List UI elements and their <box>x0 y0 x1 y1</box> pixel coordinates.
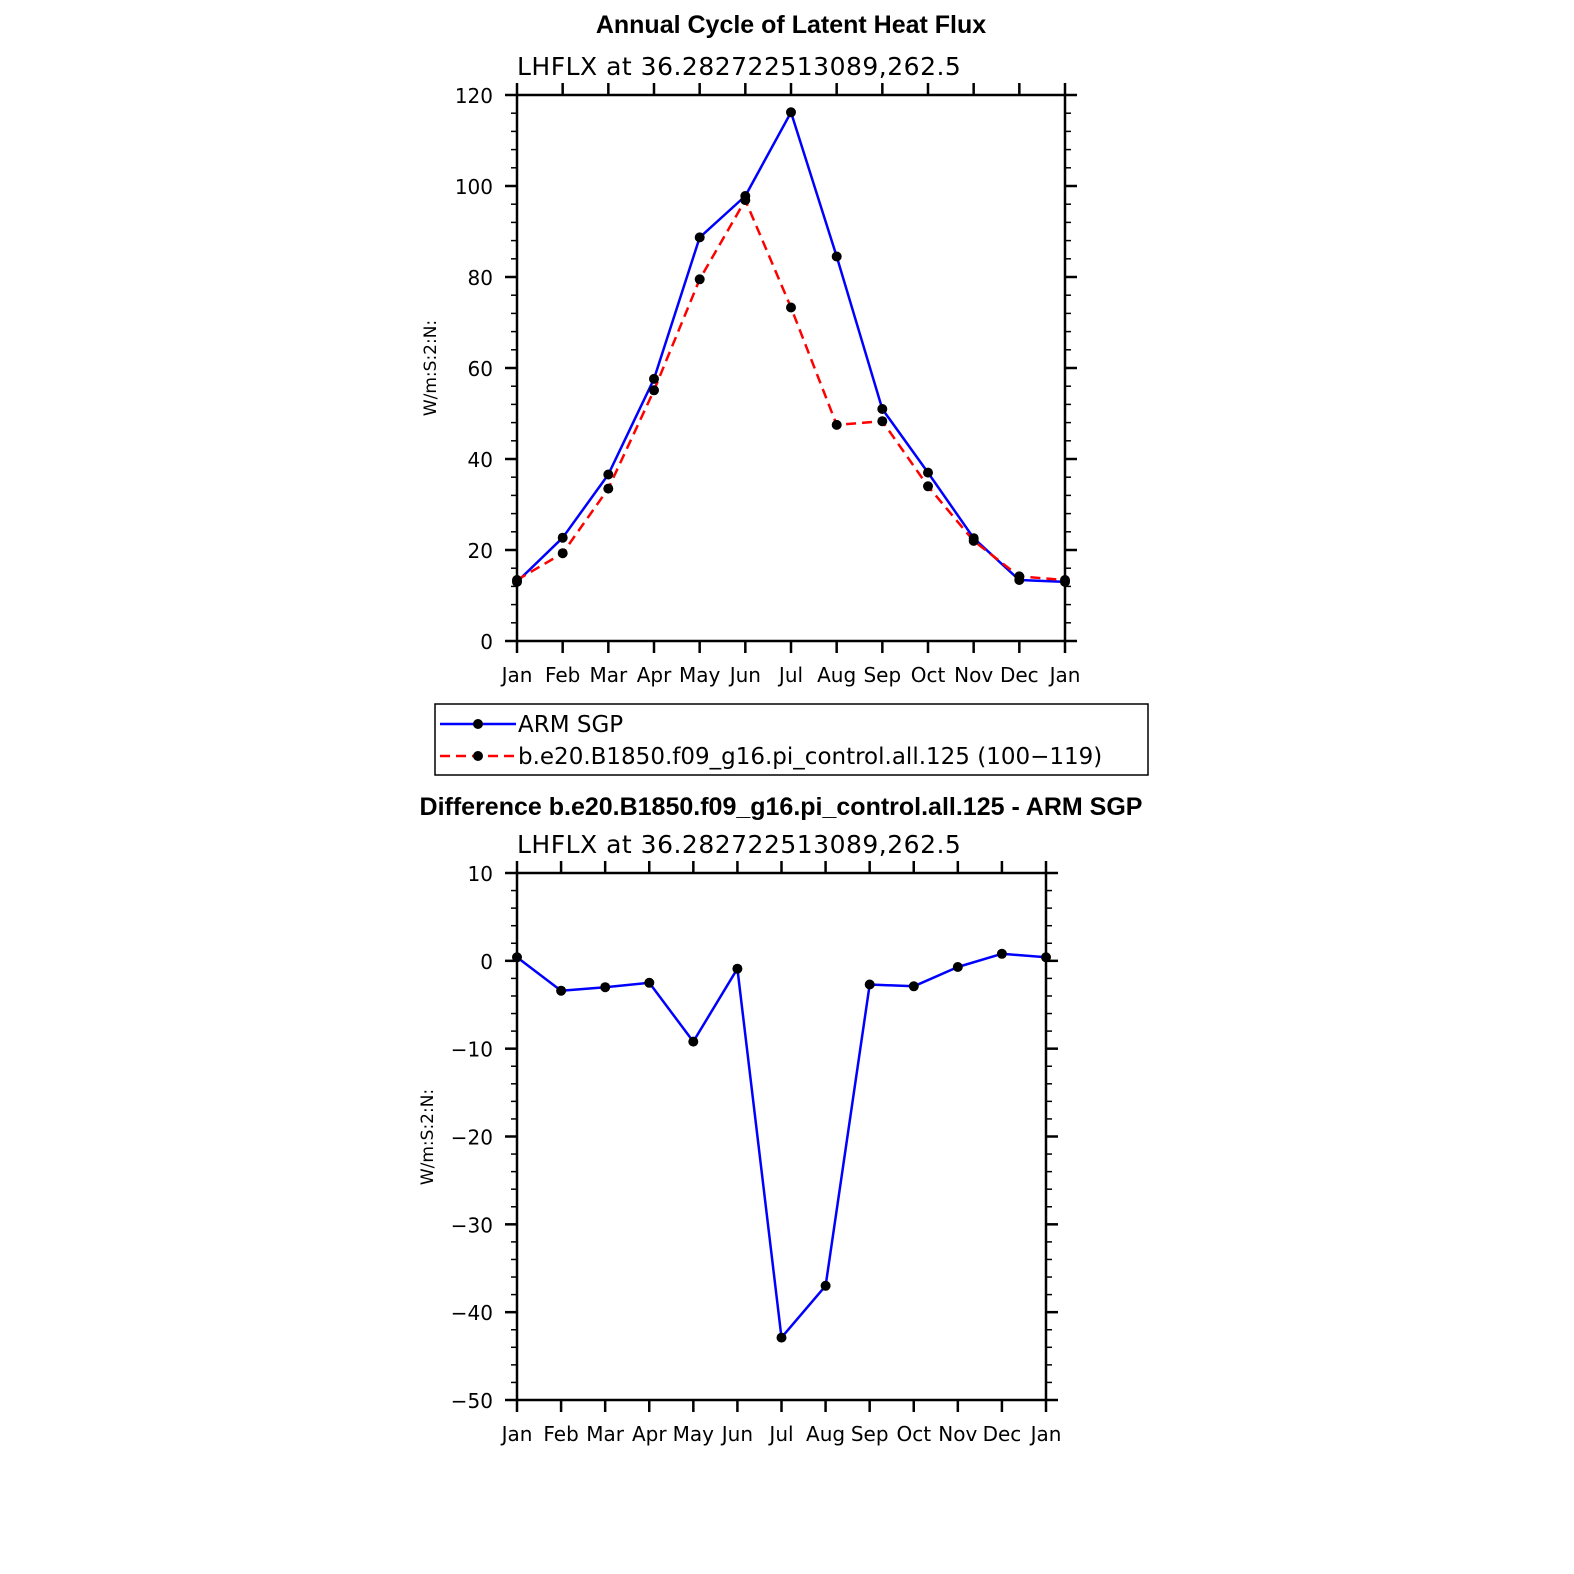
x-tick-label: Sep <box>863 663 901 687</box>
x-tick-label: Jan <box>500 1422 533 1446</box>
data-point <box>644 977 655 988</box>
data-point <box>557 532 568 543</box>
y-tick-label: 60 <box>468 357 493 381</box>
data-point <box>694 232 705 243</box>
data-point <box>512 575 522 585</box>
data-point <box>600 982 611 993</box>
data-point <box>923 467 933 478</box>
difference-chart: Difference b.e20.B1850.f09_g16.pi_contro… <box>418 793 1142 1446</box>
data-point <box>820 1280 831 1291</box>
x-tick-label: Aug <box>817 663 856 687</box>
y-tick-label: 0 <box>480 950 493 974</box>
y-axis-label: W/m:S:2:N: <box>421 320 441 416</box>
x-tick-label: Jan <box>1048 663 1081 687</box>
legend-marker-arm-sgp <box>473 719 483 729</box>
x-tick-label: Apr <box>632 1422 667 1446</box>
y-tick-label: −40 <box>451 1301 493 1325</box>
y-axis-label: W/m:S:2:N: <box>418 1089 438 1185</box>
axis-ticks: Jan Feb Mar Apr May Jun Jul Aug Sep Oct Nov Dec Jan−… <box>451 861 1062 1446</box>
data-point <box>877 416 888 427</box>
x-tick-label: Feb <box>545 663 580 687</box>
x-tick-label: Nov <box>954 663 993 687</box>
x-tick-label: May <box>679 663 721 687</box>
data-point <box>740 195 751 206</box>
chart-title: Annual Cycle of Latent Heat Flux <box>596 11 986 39</box>
x-tick-label: Mar <box>586 1422 625 1446</box>
x-tick-label: May <box>673 1422 715 1446</box>
y-tick-label: 80 <box>468 266 493 290</box>
legend: ARM SGP b.e20.B1850.f09_g16.pi_control.a… <box>434 703 1149 776</box>
chart-subtitle: LHFLX at 36.282722513089,262.5 <box>517 52 961 81</box>
y-tick-label: −50 <box>451 1389 493 1413</box>
y-tick-label: −20 <box>451 1126 493 1150</box>
x-tick-label: Dec <box>1000 663 1039 687</box>
data-point <box>786 302 796 313</box>
y-tick-label: −30 <box>451 1213 493 1237</box>
x-tick-label: Aug <box>806 1422 845 1446</box>
x-tick-label: Jul <box>767 1422 793 1446</box>
chart-subtitle: LHFLX at 36.282722513089,262.5 <box>517 830 961 859</box>
x-tick-label: Sep <box>851 1422 889 1446</box>
data-point <box>877 404 888 414</box>
series-layer <box>512 948 1051 1343</box>
x-tick-label: Nov <box>938 1422 977 1446</box>
y-tick-label: 100 <box>455 175 493 199</box>
x-tick-label: Dec <box>983 1422 1022 1446</box>
data-point <box>694 274 705 285</box>
legend-entry-arm-sgp: ARM SGP <box>440 712 623 738</box>
y-tick-label: 10 <box>468 862 493 886</box>
legend-label-model: b.e20.B1850.f09_g16.pi_control.all.125 (… <box>518 744 1102 770</box>
data-point <box>688 1036 699 1047</box>
y-tick-label: 120 <box>455 84 493 108</box>
y-tick-label: 40 <box>468 448 493 472</box>
x-tick-label: Oct <box>911 663 946 687</box>
data-point <box>908 981 919 992</box>
data-point <box>512 952 522 963</box>
x-tick-label: Jan <box>500 663 533 687</box>
legend-entry-model: b.e20.B1850.f09_g16.pi_control.all.125 (… <box>440 744 1102 770</box>
data-point <box>603 469 614 480</box>
legend-label-arm-sgp: ARM SGP <box>518 712 623 738</box>
x-tick-label: Oct <box>896 1422 931 1446</box>
data-point <box>1060 575 1070 585</box>
chart-title: Difference b.e20.B1850.f09_g16.pi_contro… <box>420 793 1143 821</box>
annual-cycle-chart: Annual Cycle of Latent Heat Flux LHFLX a… <box>421 11 1149 776</box>
x-tick-label: Apr <box>637 663 672 687</box>
x-tick-label: Mar <box>589 663 628 687</box>
data-point <box>556 985 567 996</box>
data-point <box>776 1332 787 1343</box>
data-point <box>603 483 614 494</box>
data-point <box>1014 571 1025 582</box>
data-point <box>923 481 933 492</box>
data-point <box>831 419 842 430</box>
y-tick-label: 0 <box>480 630 493 654</box>
data-point <box>557 548 568 559</box>
x-tick-label: Jun <box>728 663 761 687</box>
legend-marker-model <box>473 751 483 761</box>
data-point <box>1041 952 1051 963</box>
data-point <box>649 373 659 384</box>
x-tick-label: Jan <box>1029 1422 1062 1446</box>
data-point <box>649 385 659 396</box>
data-point <box>968 535 979 546</box>
x-tick-label: Jun <box>720 1422 753 1446</box>
axis-ticks: Jan Feb Mar Apr May Jun Jul Aug Sep Oct Nov Dec Jan 0… <box>455 83 1081 687</box>
data-point <box>831 251 842 262</box>
x-tick-label: Feb <box>543 1422 578 1446</box>
data-point <box>952 962 963 972</box>
x-tick-label: Jul <box>777 663 803 687</box>
y-tick-label: 20 <box>468 539 493 563</box>
legend-box <box>434 703 1149 776</box>
series-layer <box>512 107 1070 587</box>
data-point <box>864 979 875 990</box>
data-point <box>786 107 796 118</box>
y-tick-label: −10 <box>451 1038 493 1062</box>
data-point <box>732 963 743 974</box>
data-point <box>996 948 1007 959</box>
